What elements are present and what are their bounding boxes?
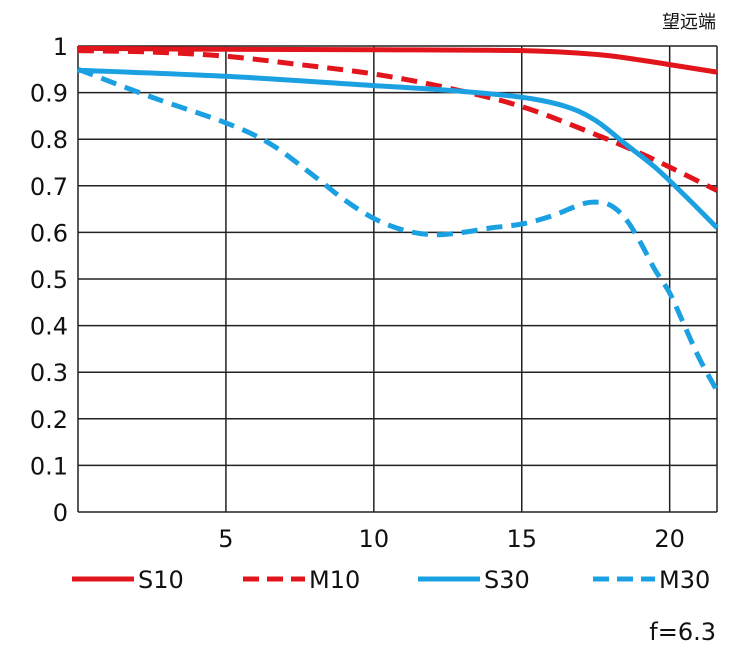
legend: S10 M10 S30 M30 bbox=[72, 566, 710, 594]
x-tick-label: 15 bbox=[506, 525, 537, 553]
y-tick-label: 0.1 bbox=[30, 452, 68, 480]
y-tick-label: 0 bbox=[53, 499, 68, 527]
series-line-s30 bbox=[77, 67, 719, 230]
x-tick-label: 20 bbox=[654, 525, 685, 553]
chart-title: 望远端 bbox=[662, 12, 716, 33]
y-tick-label: 0.2 bbox=[30, 406, 68, 434]
x-tick-label: 10 bbox=[359, 525, 390, 553]
series-line-m30 bbox=[77, 66, 720, 393]
series-lines bbox=[77, 45, 720, 393]
legend-label-m30: M30 bbox=[659, 566, 710, 594]
legend-label-m10: M10 bbox=[309, 566, 360, 594]
legend-label-s10: S10 bbox=[138, 566, 184, 594]
tick-labels: 00.10.20.30.40.50.60.70.80.915 10 15 20 bbox=[30, 33, 685, 553]
y-tick-label: 0.7 bbox=[30, 173, 68, 201]
y-tick-label: 0.5 bbox=[30, 266, 68, 294]
y-tick-label: 0.8 bbox=[30, 126, 68, 154]
y-tick-label: 0.9 bbox=[30, 80, 68, 108]
grid bbox=[77, 45, 718, 513]
y-tick-label: 0.4 bbox=[30, 313, 68, 341]
legend-label-s30: S30 bbox=[484, 566, 530, 594]
y-tick-label: 0.6 bbox=[30, 219, 68, 247]
series-line-s10 bbox=[77, 45, 718, 75]
y-tick-label: 1 bbox=[53, 33, 68, 61]
series-line-m10 bbox=[77, 48, 719, 193]
aperture-footnote: f=6.3 bbox=[649, 618, 716, 646]
y-tick-label: 0.3 bbox=[30, 359, 68, 387]
x-tick-label: 5 bbox=[218, 525, 233, 553]
